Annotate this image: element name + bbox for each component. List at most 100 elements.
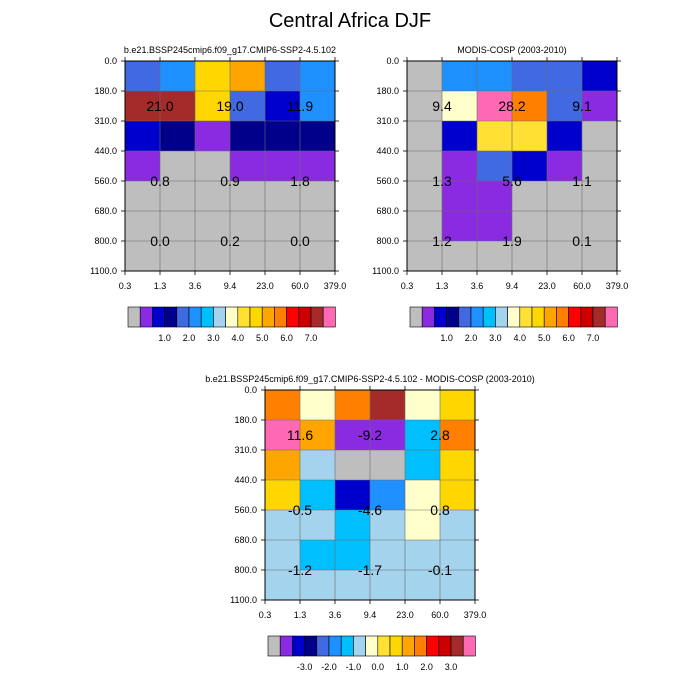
heatmap-cell bbox=[512, 241, 548, 272]
data-label: 11.6 bbox=[287, 427, 313, 443]
heatmap-cell bbox=[370, 570, 406, 601]
data-label: 0.0 bbox=[150, 233, 170, 249]
x-tick-label: 1.3 bbox=[436, 281, 449, 291]
heatmap-cell bbox=[440, 420, 476, 451]
colorbar-swatch bbox=[213, 306, 226, 328]
heatmap-cell bbox=[195, 61, 231, 92]
heatmap-cell bbox=[230, 211, 266, 242]
heatmap-cell bbox=[195, 151, 231, 182]
data-label: 28.2 bbox=[498, 98, 525, 114]
colorbar-swatch bbox=[401, 635, 415, 657]
colorbar-swatch bbox=[592, 306, 606, 328]
heatmap-cell bbox=[547, 121, 583, 152]
colorbar-swatch bbox=[286, 306, 300, 328]
heatmap-cell bbox=[125, 121, 161, 152]
data-label: -0.1 bbox=[428, 562, 452, 578]
panel-obs: MODIS-COSP (2003-2010) 0.3 1.3 3.6 9.4 23.0 60… bbox=[372, 45, 628, 343]
heatmap-cell bbox=[370, 390, 406, 421]
data-label: 0.1 bbox=[572, 233, 592, 249]
heatmap-cell bbox=[265, 450, 301, 481]
colorbar-label: 5.0 bbox=[538, 333, 551, 343]
colorbar-swatch bbox=[421, 306, 435, 328]
heatmap-cell bbox=[477, 241, 513, 272]
heatmap-cell bbox=[160, 121, 196, 152]
colorbar-legend: -3.0 -2.0 -1.0 0.0 1.0 2.0 3.0 bbox=[267, 635, 476, 672]
colorbar-swatch bbox=[164, 306, 178, 328]
heatmap-cell bbox=[300, 540, 336, 571]
heatmap-cell bbox=[405, 480, 441, 511]
data-label: 9.1 bbox=[572, 98, 592, 114]
y-tick-label: 310.0 bbox=[376, 116, 399, 126]
data-label: 11.9 bbox=[287, 98, 313, 114]
colorbar-swatch bbox=[310, 306, 324, 328]
heatmap-cell bbox=[547, 91, 583, 122]
heatmap-cell bbox=[300, 121, 336, 152]
colorbar-swatch bbox=[267, 635, 281, 657]
heatmap-cell bbox=[265, 420, 301, 451]
colorbar-swatch bbox=[426, 635, 440, 657]
x-tick-label: 379.0 bbox=[464, 610, 487, 620]
colorbar-swatch bbox=[139, 306, 153, 328]
heatmap-cell bbox=[405, 420, 441, 451]
colorbar-swatch bbox=[556, 306, 569, 328]
colorbar-swatch bbox=[446, 306, 460, 328]
heatmap-cell bbox=[195, 241, 231, 272]
data-label: 0.0 bbox=[290, 233, 310, 249]
heatmap-cell bbox=[370, 540, 406, 571]
data-label: -1.7 bbox=[358, 562, 382, 578]
heatmap-cell bbox=[407, 61, 443, 92]
heatmap-cell bbox=[442, 241, 478, 272]
data-label: 0.8 bbox=[430, 502, 450, 518]
colorbar-swatch bbox=[531, 306, 545, 328]
heatmap-cell bbox=[265, 91, 301, 122]
heatmap-cell bbox=[265, 211, 301, 242]
heatmap-cell bbox=[335, 480, 371, 511]
y-tick-label: 310.0 bbox=[234, 445, 257, 455]
heatmap-cell bbox=[407, 121, 443, 152]
colorbar-swatch bbox=[568, 306, 582, 328]
data-label: 2.8 bbox=[430, 427, 450, 443]
heatmap-cell bbox=[512, 151, 548, 182]
y-tick-label: 180.0 bbox=[234, 415, 257, 425]
colorbar-label: -1.0 bbox=[346, 662, 362, 672]
colorbar-label: 2.0 bbox=[420, 662, 433, 672]
data-label: 19.0 bbox=[216, 98, 243, 114]
colorbar-swatch bbox=[482, 306, 496, 328]
heatmap-cell bbox=[442, 121, 478, 152]
heatmap-cell bbox=[160, 211, 196, 242]
colorbar-swatch bbox=[188, 306, 202, 328]
y-tick-label: 800.0 bbox=[376, 236, 399, 246]
x-tick-label: 379.0 bbox=[606, 281, 629, 291]
heatmap-cell bbox=[370, 510, 406, 541]
heatmap-cell bbox=[582, 61, 618, 92]
x-tick-label: 60.0 bbox=[431, 610, 449, 620]
x-tick-label: 0.3 bbox=[259, 610, 272, 620]
heatmap-cell bbox=[407, 241, 443, 272]
colorbar-swatch bbox=[458, 306, 472, 328]
heatmap-cell bbox=[405, 510, 441, 541]
x-tick-label: 1.3 bbox=[294, 610, 307, 620]
data-label: -4.6 bbox=[358, 502, 382, 518]
x-tick-label: 9.4 bbox=[224, 281, 237, 291]
x-tick-label: 23.0 bbox=[256, 281, 274, 291]
colorbar-swatch bbox=[434, 306, 447, 328]
x-tick-label: 60.0 bbox=[573, 281, 591, 291]
heatmap-cell bbox=[300, 151, 336, 182]
heatmap-cell bbox=[265, 540, 301, 571]
heatmap-cell bbox=[265, 181, 301, 212]
data-label: 5.6 bbox=[502, 173, 522, 189]
y-tick-label: 1100.0 bbox=[372, 266, 399, 276]
colorbar-label: 7.0 bbox=[305, 333, 318, 343]
heatmap-cell bbox=[547, 151, 583, 182]
colorbar-swatch bbox=[450, 635, 464, 657]
heatmap-cell bbox=[477, 211, 513, 242]
heatmap-cell bbox=[125, 241, 161, 272]
panel-diff: b.e21.BSSP245cmip6.f09_g17.CMIP6-SSP2-4.… bbox=[205, 374, 535, 672]
heatmap-cell bbox=[477, 121, 513, 152]
y-tick-label: 560.0 bbox=[94, 176, 117, 186]
heatmap-cell bbox=[440, 480, 476, 511]
heatmap-cell bbox=[442, 181, 478, 212]
x-tick-label: 3.6 bbox=[471, 281, 484, 291]
colorbar-swatch bbox=[328, 635, 342, 657]
colorbar-label: 0.0 bbox=[372, 662, 385, 672]
